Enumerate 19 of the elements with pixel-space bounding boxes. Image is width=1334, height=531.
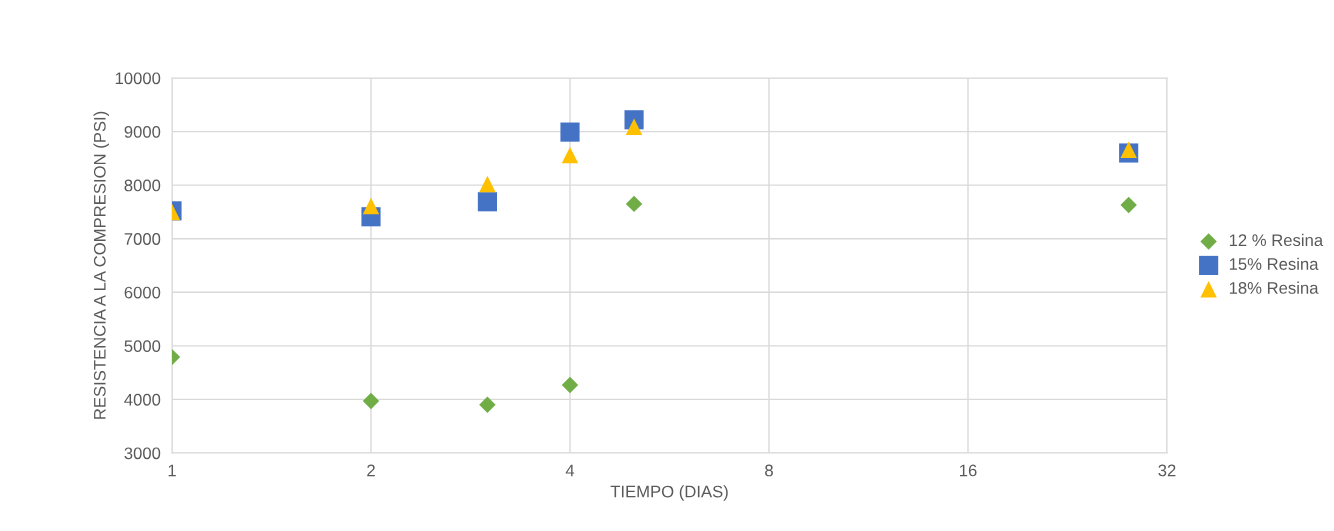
y-tick-label: 8000 [124, 179, 161, 192]
y-tick-label: 5000 [124, 340, 161, 353]
y-axis-title: RESISTENCIA A LA COMPRESION (PSI) [93, 111, 109, 419]
x-tick-label: 4 [565, 464, 575, 477]
x-axis-title: TIEMPO (DIAS) [610, 485, 728, 501]
y-tick-label: 3000 [124, 447, 161, 460]
y-tick-label: 6000 [124, 286, 161, 299]
x-tick-label: 1 [168, 464, 176, 477]
x-tick-label: 2 [367, 464, 375, 477]
y-tick-label: 4000 [124, 393, 161, 406]
x-tick-label: 8 [765, 464, 773, 477]
legend-label: 12 % Resina [1229, 233, 1324, 247]
y-tick-label: 7000 [124, 233, 161, 245]
legend-label: 18% Resina [1229, 281, 1319, 294]
y-tick-label: 10000 [115, 72, 161, 85]
y-tick-label: 9000 [124, 125, 161, 138]
legend-label: 15% Resina [1229, 257, 1319, 270]
x-tick-label: 16 [960, 464, 977, 477]
x-tick-label: 32 [1158, 464, 1176, 477]
